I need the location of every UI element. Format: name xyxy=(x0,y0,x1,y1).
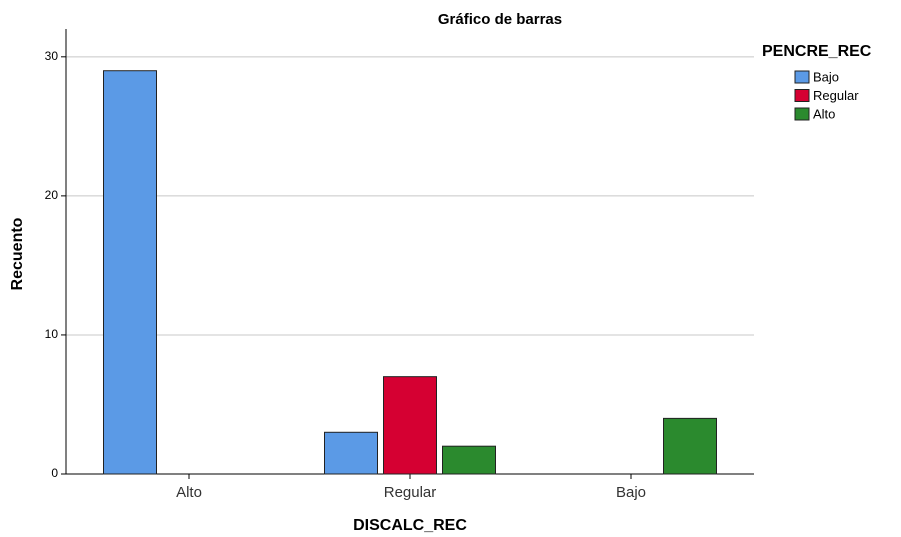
legend-swatch xyxy=(794,70,810,84)
bar xyxy=(383,376,437,475)
legend-label: Alto xyxy=(813,106,835,121)
bar xyxy=(103,70,157,475)
legend-swatch xyxy=(794,107,810,121)
legend-label: Regular xyxy=(813,88,859,103)
legend-swatch xyxy=(794,89,810,102)
x-tick-label: Regular xyxy=(384,484,437,501)
y-tick-label: 0 xyxy=(51,466,58,480)
legend-title: PENCRE_REC xyxy=(762,43,872,60)
x-axis-label: DISCALC_REC xyxy=(353,517,467,534)
y-tick-label: 20 xyxy=(45,188,59,202)
bar xyxy=(324,431,378,475)
y-tick-label: 30 xyxy=(45,49,59,63)
bar xyxy=(442,445,496,475)
x-tick-label: Bajo xyxy=(616,484,646,501)
x-tick-label: Alto xyxy=(176,484,202,501)
chart-title: Gráfico de barras xyxy=(438,11,562,28)
y-tick-label: 10 xyxy=(45,327,59,341)
legend-label: Bajo xyxy=(813,69,839,84)
y-axis-label: Recuento xyxy=(9,217,26,290)
bar xyxy=(663,417,717,475)
